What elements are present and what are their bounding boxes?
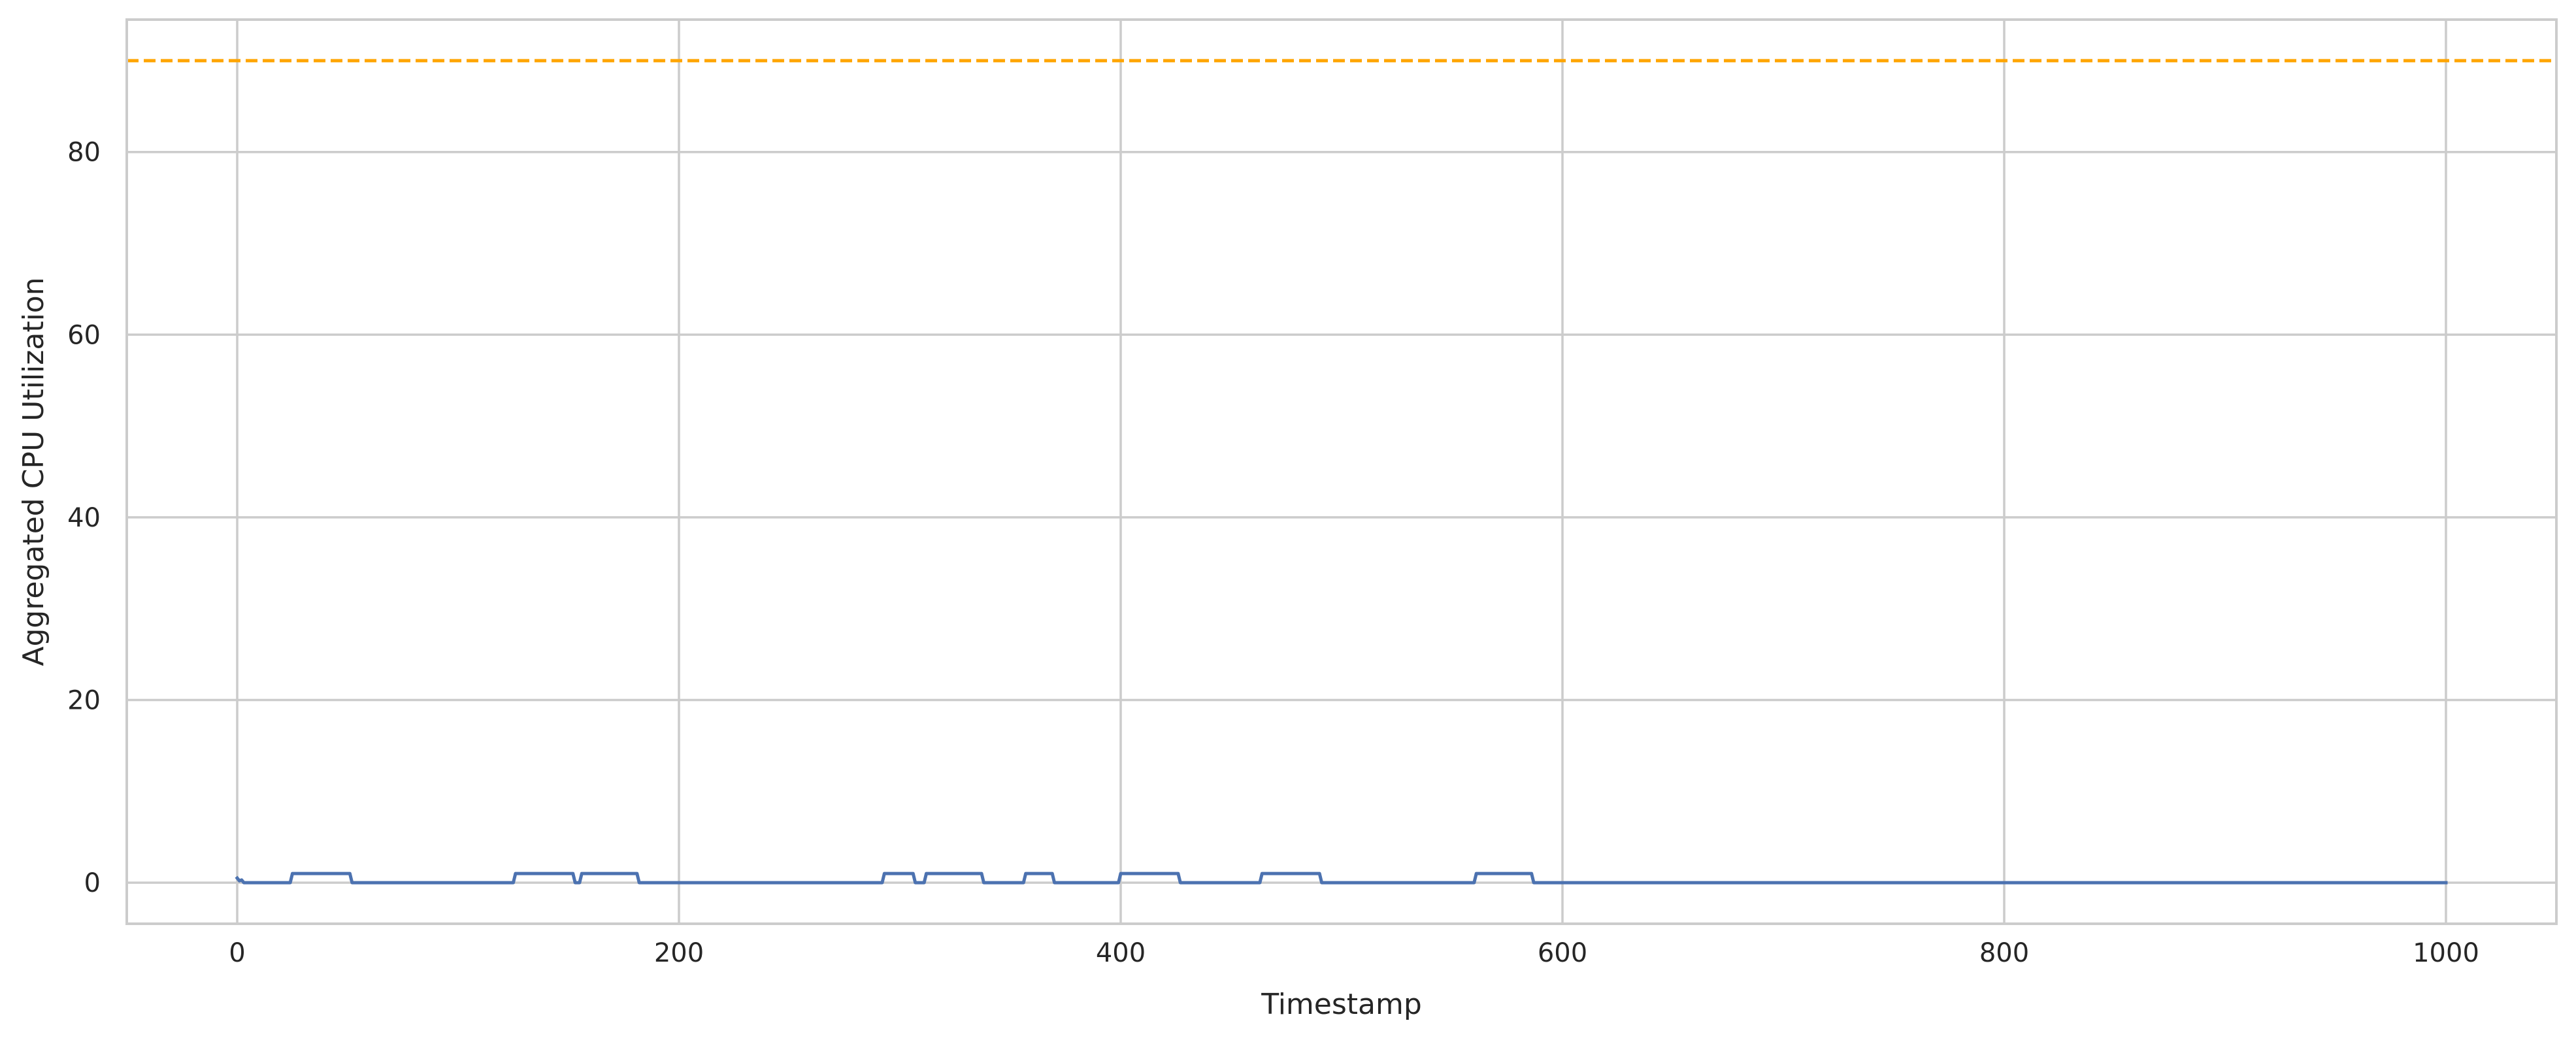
x-axis-label: Timestamp xyxy=(1261,988,1422,1021)
y-tick-label: 60 xyxy=(67,320,101,350)
x-tick-label: 800 xyxy=(1979,938,2029,968)
series-layer xyxy=(235,871,2448,885)
y-axis-label: Aggregated CPU Utilization xyxy=(17,277,50,666)
x-tick-label: 1000 xyxy=(2413,938,2479,968)
x-tick-labels: 0 200 400 600 800 1000 xyxy=(229,938,2479,968)
x-tick-label: 600 xyxy=(1538,938,1587,968)
y-tick-label: 20 xyxy=(67,685,101,715)
series-line xyxy=(235,871,2448,885)
y-tick-label: 80 xyxy=(67,138,101,168)
plot-frame xyxy=(125,18,2558,925)
y-tick-labels: 0 20 40 60 80 xyxy=(67,138,101,898)
x-tick-label: 0 xyxy=(229,938,245,968)
y-tick-label: 40 xyxy=(67,503,101,533)
grid-layer xyxy=(127,20,2556,924)
y-tick-label: 0 xyxy=(84,868,101,898)
x-tick-label: 200 xyxy=(654,938,704,968)
x-tick-label: 400 xyxy=(1096,938,1146,968)
